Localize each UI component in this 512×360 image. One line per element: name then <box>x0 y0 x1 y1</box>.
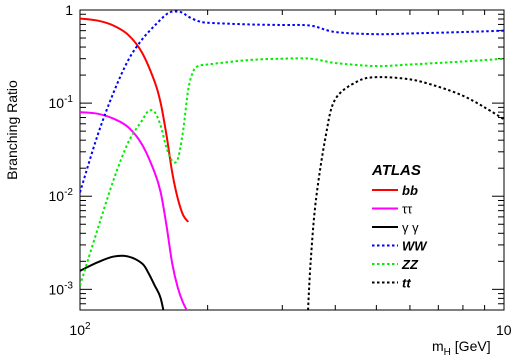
y-tick-exponent: -1 <box>64 94 73 105</box>
series-line-tautau <box>80 111 188 310</box>
series-line-zz <box>80 57 504 286</box>
y-tick-label: 10-1 <box>49 94 74 111</box>
x-tick-base: 10 <box>496 322 512 338</box>
legend-label-gammagamma: γ γ <box>402 220 419 235</box>
y-tick-label: 10-2 <box>49 187 74 204</box>
x-axis-title-main: m <box>432 338 444 354</box>
y-tick-base: 10 <box>49 95 65 111</box>
legend-label-tautau: ττ <box>402 202 413 217</box>
x-tick-base: 10 <box>69 322 85 338</box>
legend: ATLAS bb ττ γ γ WW ZZ tt <box>371 162 428 291</box>
series-line-bb <box>80 17 190 223</box>
axis-ticks <box>79 9 505 311</box>
y-tick-base: 10 <box>49 188 65 204</box>
series-line-ww <box>80 10 504 193</box>
y-tick-exponent: -3 <box>64 280 73 291</box>
x-axis-title: mH [GeV] <box>432 338 491 358</box>
legend-label-bb: bb <box>402 183 418 198</box>
legend-label-tt: tt <box>402 276 411 291</box>
x-tick-label: 103 <box>496 321 512 338</box>
x-axis-title-sub: H <box>444 347 451 358</box>
x-tick-label: 102 <box>69 321 91 338</box>
series-line-tt <box>307 76 504 310</box>
plot-frame <box>79 9 505 311</box>
legend-header: ATLAS <box>371 162 421 179</box>
y-tick-exponent: -2 <box>64 187 73 198</box>
y-tick-label: 1 <box>65 2 73 18</box>
y-axis-title: Branching Ratio <box>4 80 20 180</box>
y-tick-label: 10-3 <box>49 280 74 297</box>
y-tick-base: 10 <box>49 281 65 297</box>
x-axis-title-unit: [GeV] <box>451 338 491 354</box>
x-tick-exponent: 2 <box>85 321 91 332</box>
legend-label-ww: WW <box>402 239 428 254</box>
series-line-gammagamma <box>80 254 165 310</box>
tick-labels: 102103110-110-210-3 <box>49 2 512 338</box>
data-series <box>80 10 504 310</box>
legend-label-zz: ZZ <box>401 257 419 272</box>
